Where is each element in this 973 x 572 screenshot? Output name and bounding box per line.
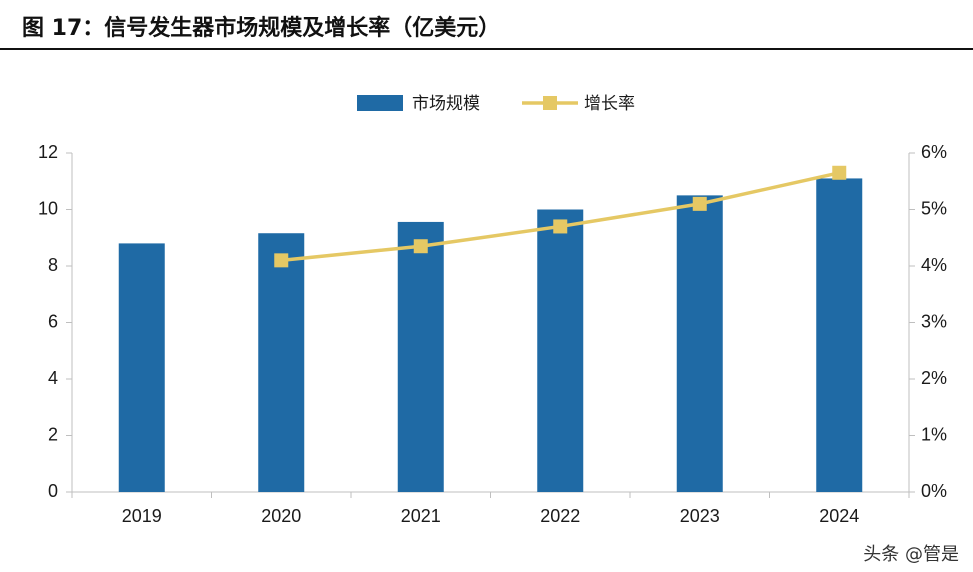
right-tick-label: 6%: [921, 142, 947, 162]
x-tick-label: 2020: [261, 506, 301, 526]
left-tick-label: 0: [48, 481, 58, 501]
left-tick-label: 6: [48, 311, 58, 331]
right-tick-label: 5%: [921, 198, 947, 218]
growth-marker: [553, 219, 568, 234]
left-tick-label: 4: [48, 368, 58, 388]
watermark: 头条 @管是: [863, 544, 959, 565]
right-tick-label: 1%: [921, 424, 947, 444]
bar: [397, 221, 444, 492]
right-tick-label: 4%: [921, 255, 947, 275]
x-tick-label: 2024: [819, 506, 859, 526]
bar: [676, 195, 723, 492]
left-tick-label: 10: [38, 198, 58, 218]
bar: [118, 243, 165, 492]
legend-bar-label: 市场规模: [412, 94, 480, 114]
right-tick-label: 0%: [921, 481, 947, 501]
growth-marker: [692, 196, 707, 211]
legend-line-marker: [543, 96, 557, 110]
bar: [816, 178, 863, 493]
growth-marker: [413, 239, 428, 254]
right-tick-label: 3%: [921, 311, 947, 331]
x-tick-label: 2022: [540, 506, 580, 526]
x-tick-label: 2023: [680, 506, 720, 526]
right-tick-label: 2%: [921, 368, 947, 388]
left-tick-label: 12: [38, 142, 58, 162]
growth-marker: [832, 165, 847, 180]
page-title: 图 17：信号发生器市场规模及增长率（亿美元）: [22, 16, 501, 41]
growth-marker: [274, 253, 289, 268]
bar: [258, 233, 305, 493]
legend-line-label: 增长率: [584, 94, 635, 114]
bar: [537, 209, 584, 492]
left-tick-label: 8: [48, 255, 58, 275]
x-tick-label: 2021: [401, 506, 441, 526]
legend-bar-swatch: [357, 95, 403, 111]
left-tick-label: 2: [48, 424, 58, 444]
x-tick-label: 2019: [122, 506, 162, 526]
title-divider: [0, 48, 973, 50]
